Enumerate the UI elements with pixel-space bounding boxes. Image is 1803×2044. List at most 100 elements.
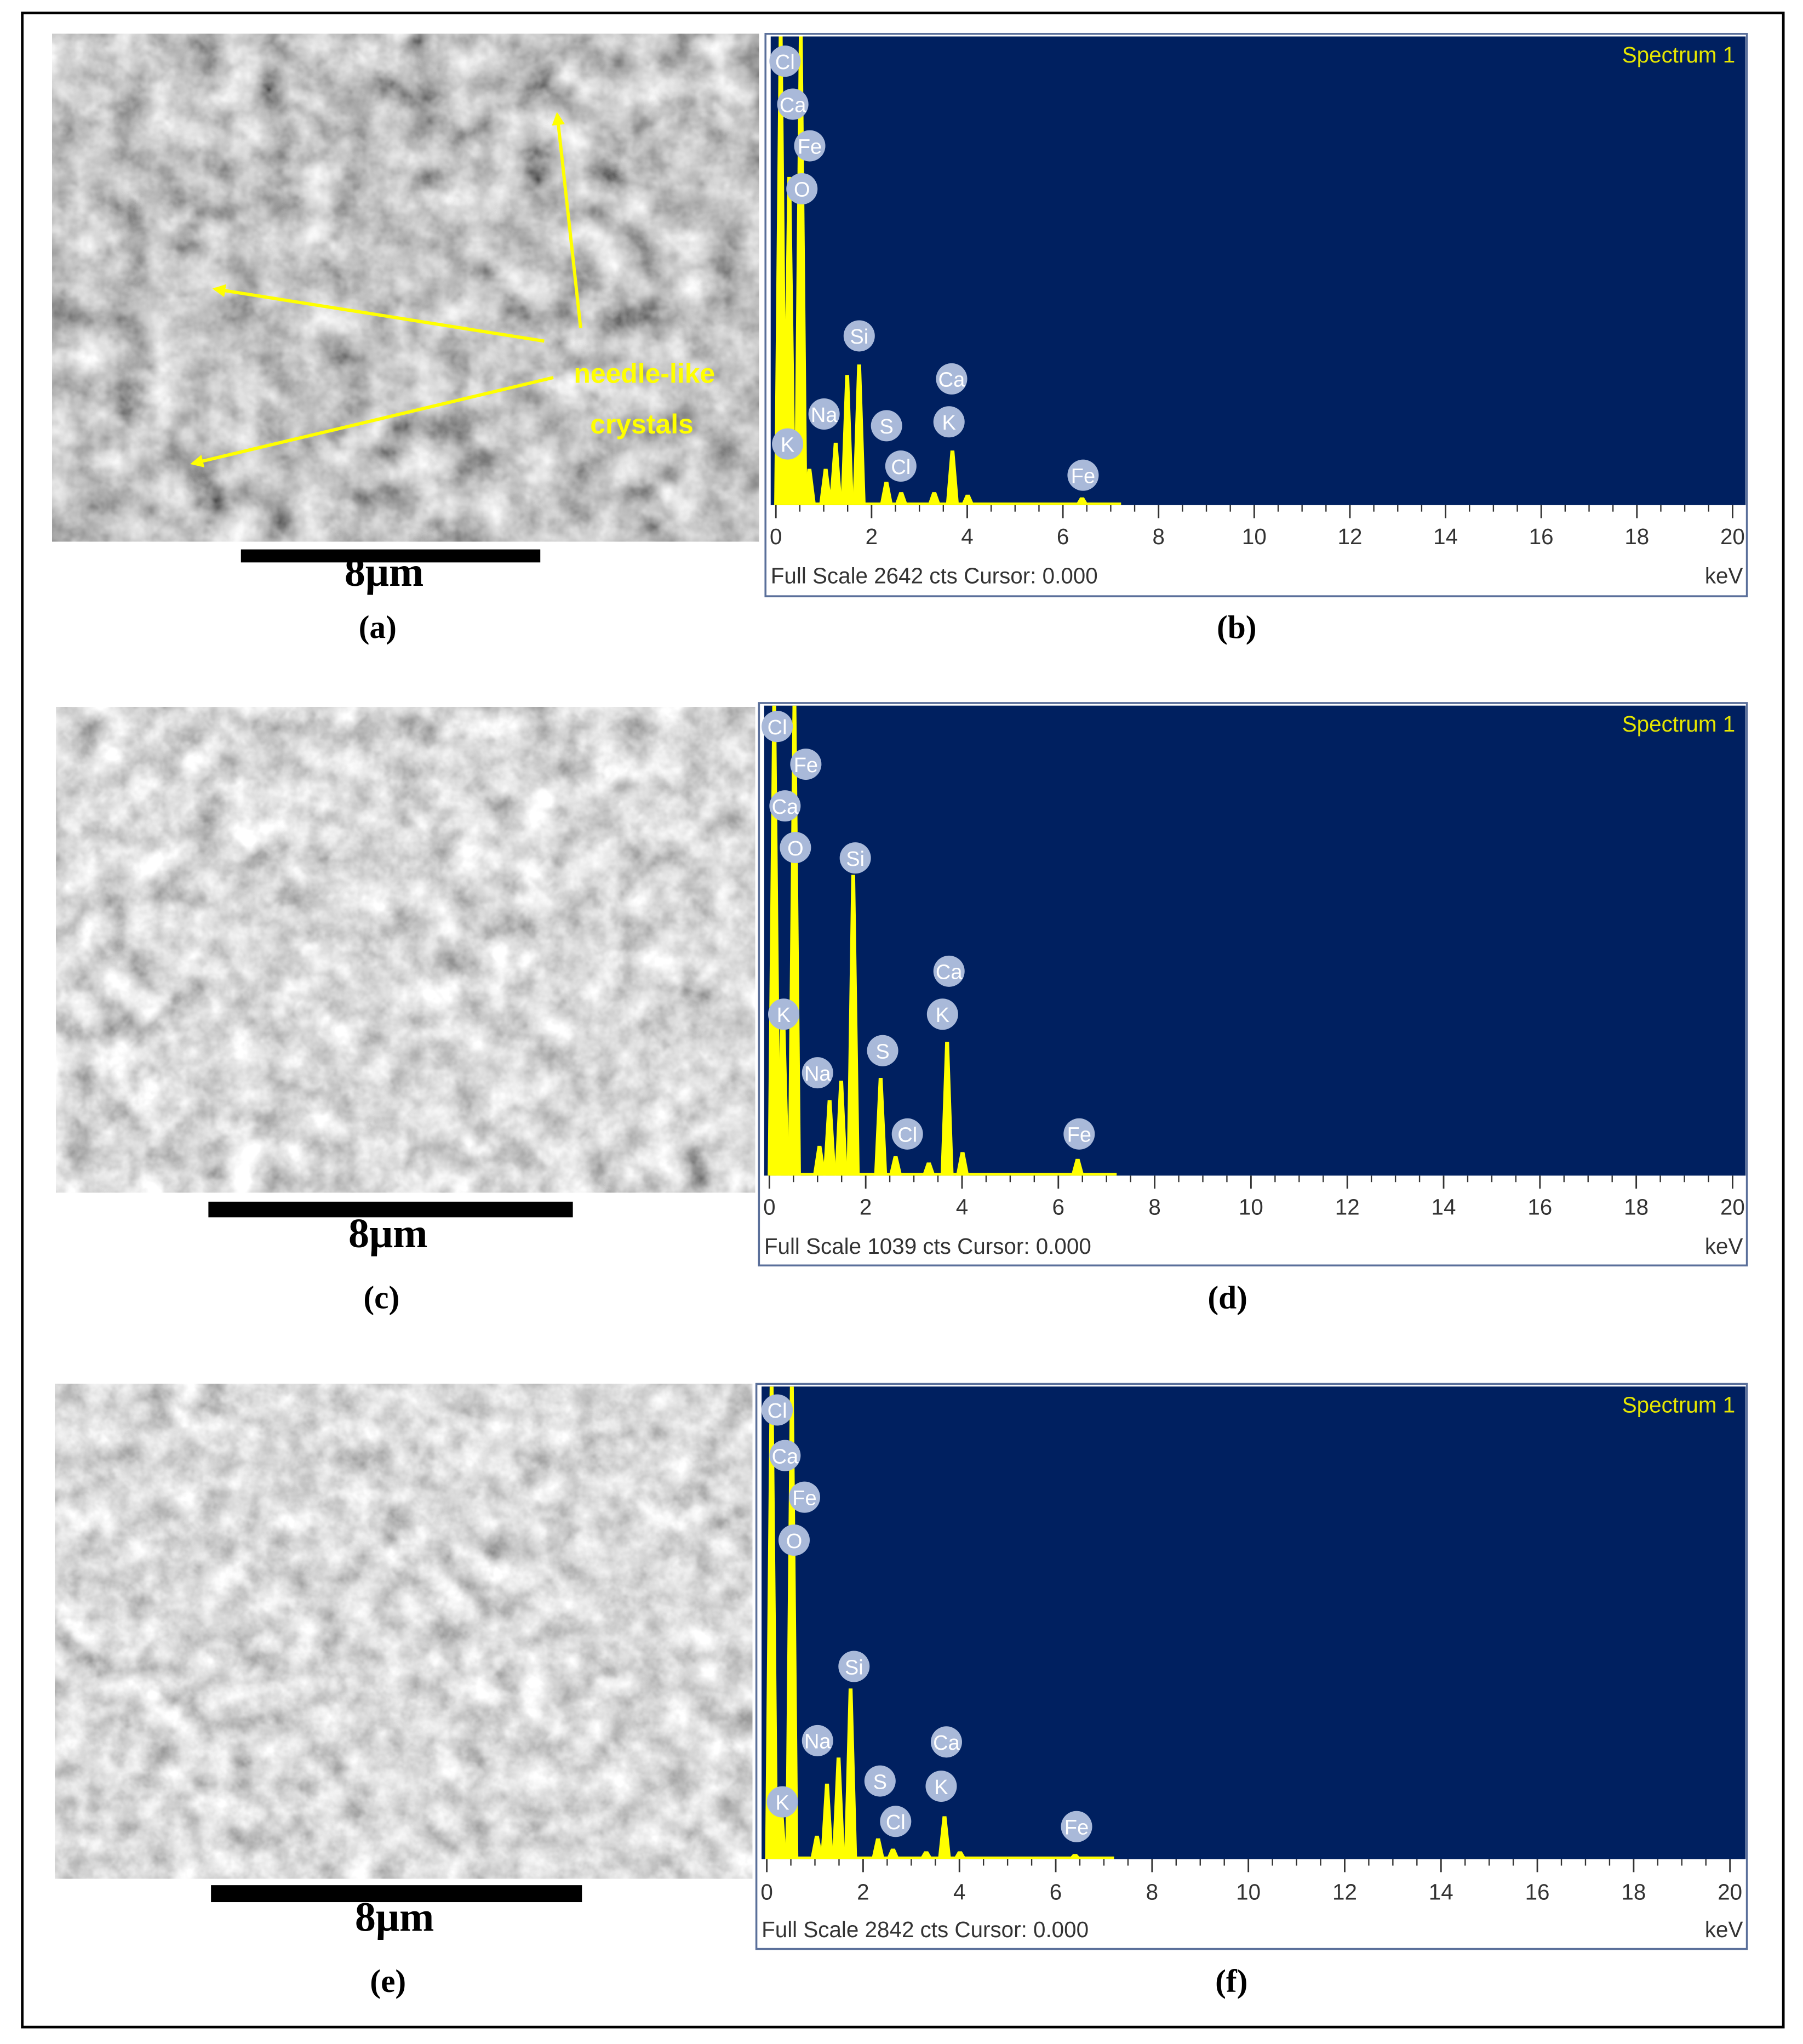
element-badge	[772, 428, 804, 460]
scale-bar-label: 8μm	[355, 1894, 434, 1940]
element-badge	[1067, 459, 1099, 491]
element-badge	[926, 998, 958, 1030]
spectrum-peak	[1068, 1854, 1082, 1859]
element-label: Fe	[792, 1487, 816, 1510]
element-badge	[925, 1771, 957, 1802]
element-badge	[790, 749, 822, 780]
element-badge	[802, 1057, 833, 1089]
element-badge	[930, 1726, 962, 1758]
scale-bar	[211, 1885, 582, 1903]
spectrum-peak	[810, 1835, 823, 1859]
element-label: Ca	[936, 961, 963, 984]
spectrum-footer: Full Scale 2842 cts Cursor: 0.000	[762, 1917, 1089, 1942]
element-badge	[838, 1651, 870, 1682]
peaks	[768, 705, 1117, 1176]
x-unit: keV	[1705, 1234, 1743, 1259]
spectrum-peak	[840, 375, 854, 505]
element-label: S	[873, 1771, 887, 1794]
spectrum-peak	[765, 1386, 779, 1859]
x-tick-label: 12	[1338, 524, 1363, 549]
element-badge	[769, 790, 801, 822]
x-tick-label: 18	[1621, 1879, 1646, 1904]
spectrum-title: Spectrum 1	[1622, 1392, 1735, 1418]
element-label: Fe	[1071, 465, 1095, 488]
x-tick-label: 6	[1050, 1879, 1062, 1904]
spectrum-peak	[820, 1783, 834, 1859]
spectrum-peak	[938, 1816, 951, 1859]
x-tick-label: 0	[763, 1195, 775, 1220]
element-label: Si	[846, 848, 865, 871]
x-tick-label: 18	[1624, 1195, 1649, 1220]
element-label: Ca	[772, 1445, 799, 1468]
panel-label: (a)	[359, 609, 397, 645]
x-tick-label: 20	[1720, 1195, 1745, 1220]
spectrum-peak	[794, 36, 808, 505]
spectrum-peak	[886, 1848, 900, 1859]
element-label: Fe	[1067, 1124, 1091, 1147]
x-tick-label: 14	[1433, 524, 1458, 549]
spectrum-peak	[871, 1838, 885, 1859]
element-label: Cl	[891, 456, 911, 479]
sem-image	[52, 33, 759, 542]
element-badge	[1061, 1811, 1092, 1842]
element-label: Cl	[886, 1811, 906, 1834]
x-tick-label: 4	[953, 1879, 965, 1904]
scale-bar	[208, 1201, 573, 1218]
spectrum-peak	[819, 469, 832, 505]
panel-label: (c)	[363, 1280, 399, 1316]
x-tick-label: 14	[1429, 1879, 1453, 1904]
annotation-text: needle-like	[574, 358, 715, 389]
element-label: Si	[850, 326, 868, 349]
spectrum-peak	[1075, 497, 1089, 505]
spectrum-peak	[829, 442, 843, 505]
element-label: Fe	[798, 135, 822, 158]
element-badge	[1063, 1118, 1095, 1150]
element-label: Cl	[768, 716, 787, 739]
spectrum-peak	[768, 705, 781, 1176]
x-tick-label: 12	[1335, 1195, 1360, 1220]
x-tick-label: 2	[857, 1879, 869, 1904]
element-badge	[780, 832, 811, 864]
element-badge	[843, 320, 875, 352]
sem-image	[56, 707, 755, 1193]
element-label: Cl	[768, 1400, 787, 1423]
annotation-arrow	[190, 376, 554, 467]
element-label: Cl	[897, 1124, 917, 1147]
spectrum-peak	[788, 705, 801, 1176]
element-label: Ca	[938, 369, 965, 392]
x-tick-label: 6	[1057, 524, 1069, 549]
element-badge	[769, 45, 801, 77]
element-label: O	[787, 837, 804, 860]
spectrum-peak	[774, 36, 787, 505]
peaks	[765, 1386, 1114, 1859]
x-tick-label: 8	[1146, 1879, 1158, 1904]
figure-border	[21, 12, 1785, 2029]
element-badge	[794, 130, 826, 162]
element-label: Ca	[772, 796, 799, 819]
x-tick-label: 4	[956, 1195, 968, 1220]
element-label: S	[879, 415, 893, 438]
x-unit: keV	[1705, 1917, 1743, 1942]
spectrum-peak	[928, 492, 941, 505]
spectrum-peak	[1071, 1158, 1084, 1176]
element-label: Na	[804, 1063, 831, 1086]
element-badge	[891, 1118, 923, 1150]
spectrum-peak	[812, 1145, 826, 1176]
element-label: Fe	[794, 754, 818, 777]
spectrum-peak	[774, 1796, 787, 1859]
spectrum-peak	[953, 1851, 966, 1859]
x-tick-label: 4	[961, 524, 973, 549]
x-tick-label: 8	[1152, 524, 1164, 549]
element-label: Na	[804, 1731, 831, 1754]
element-badge	[802, 1725, 833, 1756]
spectrum-peak	[874, 1078, 888, 1176]
element-badge	[786, 173, 818, 204]
panel-label: (e)	[370, 1963, 406, 1999]
annotation-text: crystals	[590, 409, 694, 439]
panel-label: (d)	[1207, 1280, 1247, 1316]
spectrum-peak	[834, 1080, 848, 1176]
spectrum-footer: Full Scale 2642 cts Cursor: 0.000	[771, 563, 1098, 588]
sem-image	[55, 1384, 753, 1879]
element-badge	[933, 406, 965, 438]
element-badge	[788, 1481, 821, 1513]
